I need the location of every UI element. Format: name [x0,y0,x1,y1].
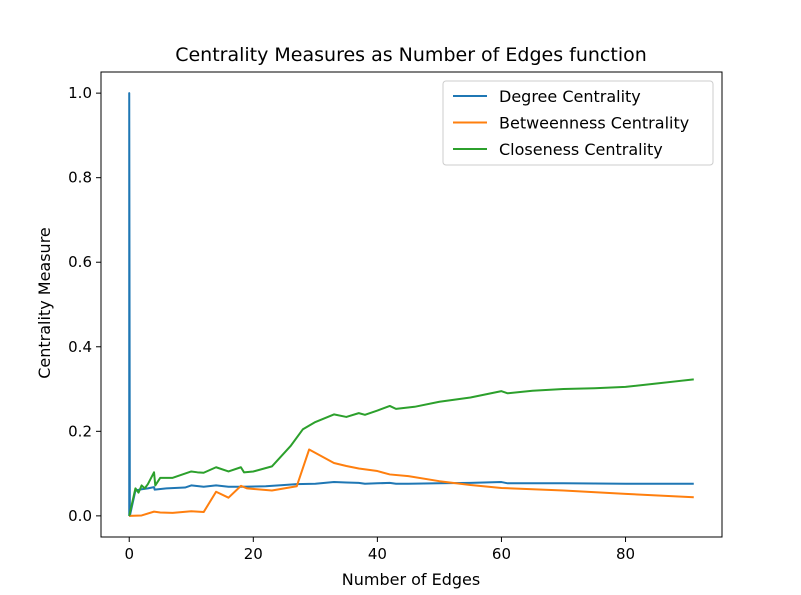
x-tick-label: 40 [368,545,387,563]
legend-label: Degree Centrality [499,87,641,106]
y-tick-label: 0.8 [68,169,92,187]
series-line-3 [128,378,694,517]
series-line-2 [129,448,694,517]
y-tick-label: 0.6 [68,253,92,271]
y-tick-label: 0.0 [68,507,92,525]
x-tick-label: 0 [124,545,134,563]
legend-label: Betweenness Centrality [499,114,689,133]
y-tick-label: 1.0 [68,84,92,102]
x-tick-label: 80 [616,545,635,563]
legend: Degree Centrality Betweenness Centrality C… [442,80,714,166]
axes-frame [100,71,723,538]
x-tick-label: 60 [492,545,511,563]
x-axis-label: Number of Edges [342,570,480,589]
legend-box [442,80,714,166]
legend-label: Closeness Centrality [499,140,663,159]
plot-area [100,71,723,538]
x-tick-label: 20 [244,545,263,563]
y-tick-label: 0.2 [68,422,92,440]
chart-title: Centrality Measures as Number of Edges f… [175,44,647,66]
axis-ticks: 0 20 40 60 80 0.0 0.2 0.4 0.6 0.8 1.0 [68,84,635,563]
y-axis-label: Centrality Measure [35,227,54,379]
y-tick-label: 0.4 [68,338,92,356]
